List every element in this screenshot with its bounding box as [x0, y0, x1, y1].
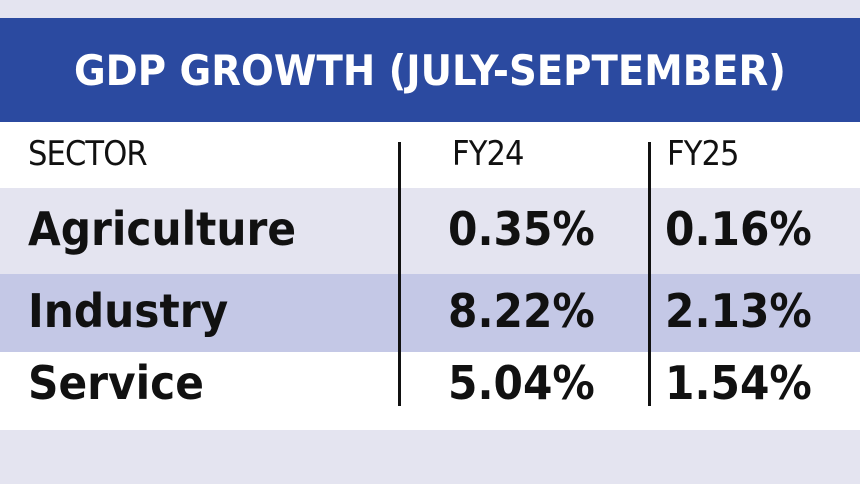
- sector-cell: Service: [28, 356, 204, 410]
- fy25-cell: 1.54%: [665, 356, 812, 410]
- fy24-cell: 0.35%: [448, 202, 595, 256]
- table-row: Service 5.04% 1.54%: [0, 352, 860, 424]
- sector-cell: Agriculture: [28, 202, 297, 256]
- table-title: GDP GROWTH (JULY-SEPTEMBER): [73, 45, 787, 95]
- column-divider: [398, 142, 401, 406]
- header-fy25: FY25: [667, 134, 740, 174]
- fy24-cell: 5.04%: [448, 356, 595, 410]
- column-divider: [648, 142, 651, 406]
- fy25-cell: 2.13%: [665, 284, 812, 338]
- bottom-rule: [0, 424, 860, 430]
- title-banner: GDP GROWTH (JULY-SEPTEMBER): [0, 18, 860, 122]
- header-sector: SECTOR: [28, 134, 148, 174]
- header-row: SECTOR FY24 FY25: [0, 122, 860, 188]
- top-band: [0, 0, 860, 18]
- table-row: Industry 8.22% 2.13%: [0, 274, 860, 352]
- sector-cell: Industry: [28, 284, 229, 338]
- header-fy24: FY24: [452, 134, 525, 174]
- bottom-band: [0, 430, 860, 484]
- table-row: Agriculture 0.35% 0.16%: [0, 188, 860, 268]
- fy24-cell: 8.22%: [448, 284, 595, 338]
- fy25-cell: 0.16%: [665, 202, 812, 256]
